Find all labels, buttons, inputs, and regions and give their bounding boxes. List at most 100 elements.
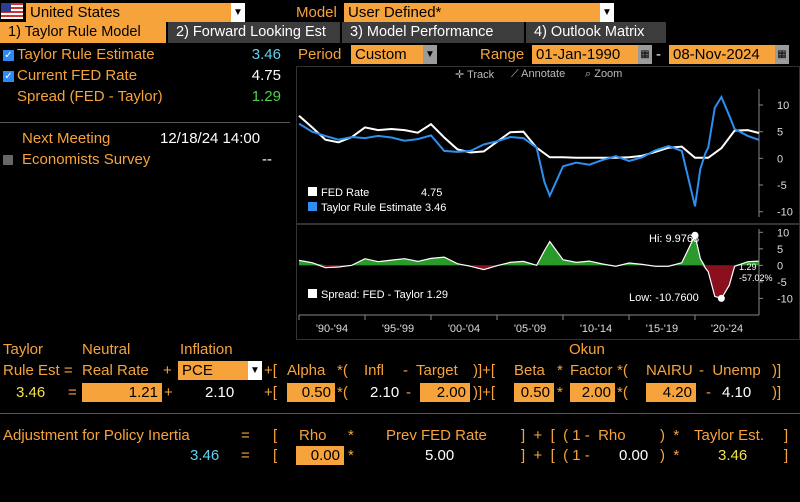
spread-negative-area — [299, 265, 759, 299]
real-rate-input[interactable]: 1.21 — [82, 383, 162, 402]
chevron-down-icon[interactable]: ▼ — [600, 3, 614, 22]
range-start-field[interactable]: 01-Jan-1990 — [532, 45, 638, 64]
formula-mult-paren: *( — [337, 362, 348, 379]
formula-close: )] — [772, 362, 782, 379]
formula-minus-unemp: - Unemp — [699, 362, 761, 379]
spread-label: Spread (FED - Taylor) — [17, 88, 163, 105]
y-tick-label: 5 — [777, 127, 783, 139]
pencil-icon: ⟋ — [511, 68, 522, 80]
calendar-icon[interactable]: ▦ — [775, 45, 789, 64]
nairu-input[interactable]: 4.20 — [646, 383, 696, 402]
spread-hi-marker — [691, 231, 699, 239]
formula-star2: * — [557, 384, 563, 401]
inertia-prev-fed: Prev FED Rate — [386, 427, 487, 444]
tab-taylor-rule-model[interactable]: 1) Taylor Rule Model — [0, 22, 166, 43]
inertia-close-star: ) * — [660, 427, 680, 444]
calendar-icon[interactable]: ▦ — [638, 45, 652, 64]
inflation-measure-select[interactable]: PCE — [178, 361, 248, 380]
x-tick-label: '05-'09 — [514, 323, 546, 335]
annotate-button[interactable]: ⟋ Annotate — [511, 68, 566, 80]
y-tick-label: -5 — [777, 180, 787, 192]
y-tick-label: -10 — [777, 293, 793, 305]
y-tick-label: 0 — [777, 260, 783, 272]
formula-nairu: NAIRU — [646, 362, 693, 379]
rho-input[interactable]: 0.00 — [296, 446, 344, 465]
flag-icon — [1, 3, 23, 19]
x-tick-label: '10-'14 — [580, 323, 612, 335]
spread-pct-label: -57.02% — [739, 273, 773, 283]
inflation-value: 2.10 — [205, 384, 235, 401]
inertia-bracket2: [ — [273, 447, 278, 464]
range-end-field[interactable]: 08-Nov-2024 — [669, 45, 775, 64]
taylor-checkbox[interactable]: ✓ — [3, 50, 14, 61]
spread-low-label: Low: -10.7600 — [629, 292, 699, 304]
spread-chart-panel[interactable]: 10 5 0 -5 -10 '90-'94 '95-'99 '00-'04 '05-'09 '10… — [296, 224, 800, 340]
rate-chart[interactable]: 10 5 0 -5 -10 — [297, 67, 799, 223]
inertia-close: ] — [784, 427, 789, 444]
tab-outlook-matrix[interactable]: 4) Outlook Matrix — [526, 22, 666, 43]
inertia-result-value: 3.46 — [190, 447, 220, 464]
fed-rate-checkbox[interactable]: ✓ — [3, 71, 14, 82]
alpha-input[interactable]: 0.50 — [287, 383, 335, 402]
spread-line — [298, 233, 760, 300]
next-meeting-value: 12/18/24 14:00 — [160, 130, 261, 147]
inertia-star2: * — [348, 447, 354, 464]
spread-low-marker — [717, 294, 725, 302]
formula-real-rate: Real Rate — [82, 362, 149, 379]
inertia-eq2: = — [241, 447, 250, 464]
inertia-close-plus2: ] + [ ( 1 - — [521, 447, 590, 464]
formula-plus-bracket2: +[ — [264, 384, 277, 401]
rho-complement-value: 0.00 — [619, 447, 649, 464]
formula-star-paren2: *( — [337, 384, 348, 401]
formula-alpha: Alpha — [287, 362, 326, 379]
spread-legend: Spread: FED - Taylor 1.29 — [305, 289, 451, 301]
okun-factor-input[interactable]: 2.00 — [570, 383, 615, 402]
tab-forward-looking-est[interactable]: 2) Forward Looking Est — [168, 22, 340, 43]
formula-star: * — [557, 362, 563, 379]
next-meeting-label: Next Meeting — [22, 130, 111, 147]
period-label: Period — [298, 46, 342, 63]
legend-item-taylor: Taylor Rule Estimate 3.46 — [308, 201, 446, 216]
formula-infl: Infl — [364, 362, 385, 379]
chevron-down-icon[interactable]: ▼ — [248, 361, 262, 380]
divider — [0, 413, 800, 414]
inertia-taylor-value: 3.46 — [718, 447, 748, 464]
formula-beta: Beta — [514, 362, 545, 379]
formula-inflation-heading: Inflation — [180, 341, 233, 358]
taylor-estimate-label: Taylor Rule Estimate — [17, 46, 155, 63]
y-tick-label: -5 — [777, 277, 787, 289]
inertia-eq: = — [241, 427, 250, 444]
period-select[interactable]: Custom — [351, 45, 423, 64]
spread-chart[interactable]: 10 5 0 -5 -10 '90-'94 '95-'99 '00-'04 '05-'09 '10… — [297, 225, 799, 339]
country-select[interactable]: United States — [26, 3, 231, 22]
survey-square-icon[interactable] — [3, 155, 13, 165]
series-line-taylor-estimate — [298, 94, 760, 207]
unemployment-value: 4.10 — [722, 384, 752, 401]
formula-close-plus2: )]+[ — [473, 384, 496, 401]
chevron-down-icon[interactable]: ▼ — [231, 3, 245, 22]
formula-taylor-heading: Taylor — [3, 341, 44, 358]
beta-input[interactable]: 0.50 — [514, 383, 554, 402]
inertia-label: Adjustment for Policy Inertia — [3, 427, 190, 444]
legend-item-fed-rate: FED Rate 4.75 — [308, 186, 446, 201]
chevron-down-icon[interactable]: ▼ — [423, 45, 437, 64]
fed-rate-value: 4.75 — [251, 67, 281, 84]
spread-last-label: 1.29 — [739, 262, 757, 272]
zoom-button[interactable]: ⌕ Zoom — [585, 68, 623, 80]
formula-minus: - — [406, 384, 411, 401]
economists-survey-label[interactable]: Economists Survey — [22, 151, 151, 168]
prev-fed-value: 5.00 — [425, 447, 455, 464]
y-tick-label: 5 — [777, 244, 783, 256]
main-chart-panel[interactable]: ✛ Track ⟋ Annotate ⌕ Zoom 10 5 0 -5 -10 FED … — [296, 66, 800, 224]
taylor-result-value: 3.46 — [16, 384, 46, 401]
y-tick-label: -10 — [777, 207, 793, 219]
target-input[interactable]: 2.00 — [420, 383, 470, 402]
formula-minus-target: - Target — [403, 362, 458, 379]
spread-value: 1.29 — [251, 88, 281, 105]
formula-close2: )] — [772, 384, 782, 401]
formula-star-paren3: *( — [617, 384, 628, 401]
track-button[interactable]: ✛ Track — [455, 69, 495, 81]
magnifier-icon: ⌕ — [585, 68, 595, 80]
model-select[interactable]: User Defined* — [344, 3, 600, 22]
tab-model-performance[interactable]: 3) Model Performance — [342, 22, 524, 43]
